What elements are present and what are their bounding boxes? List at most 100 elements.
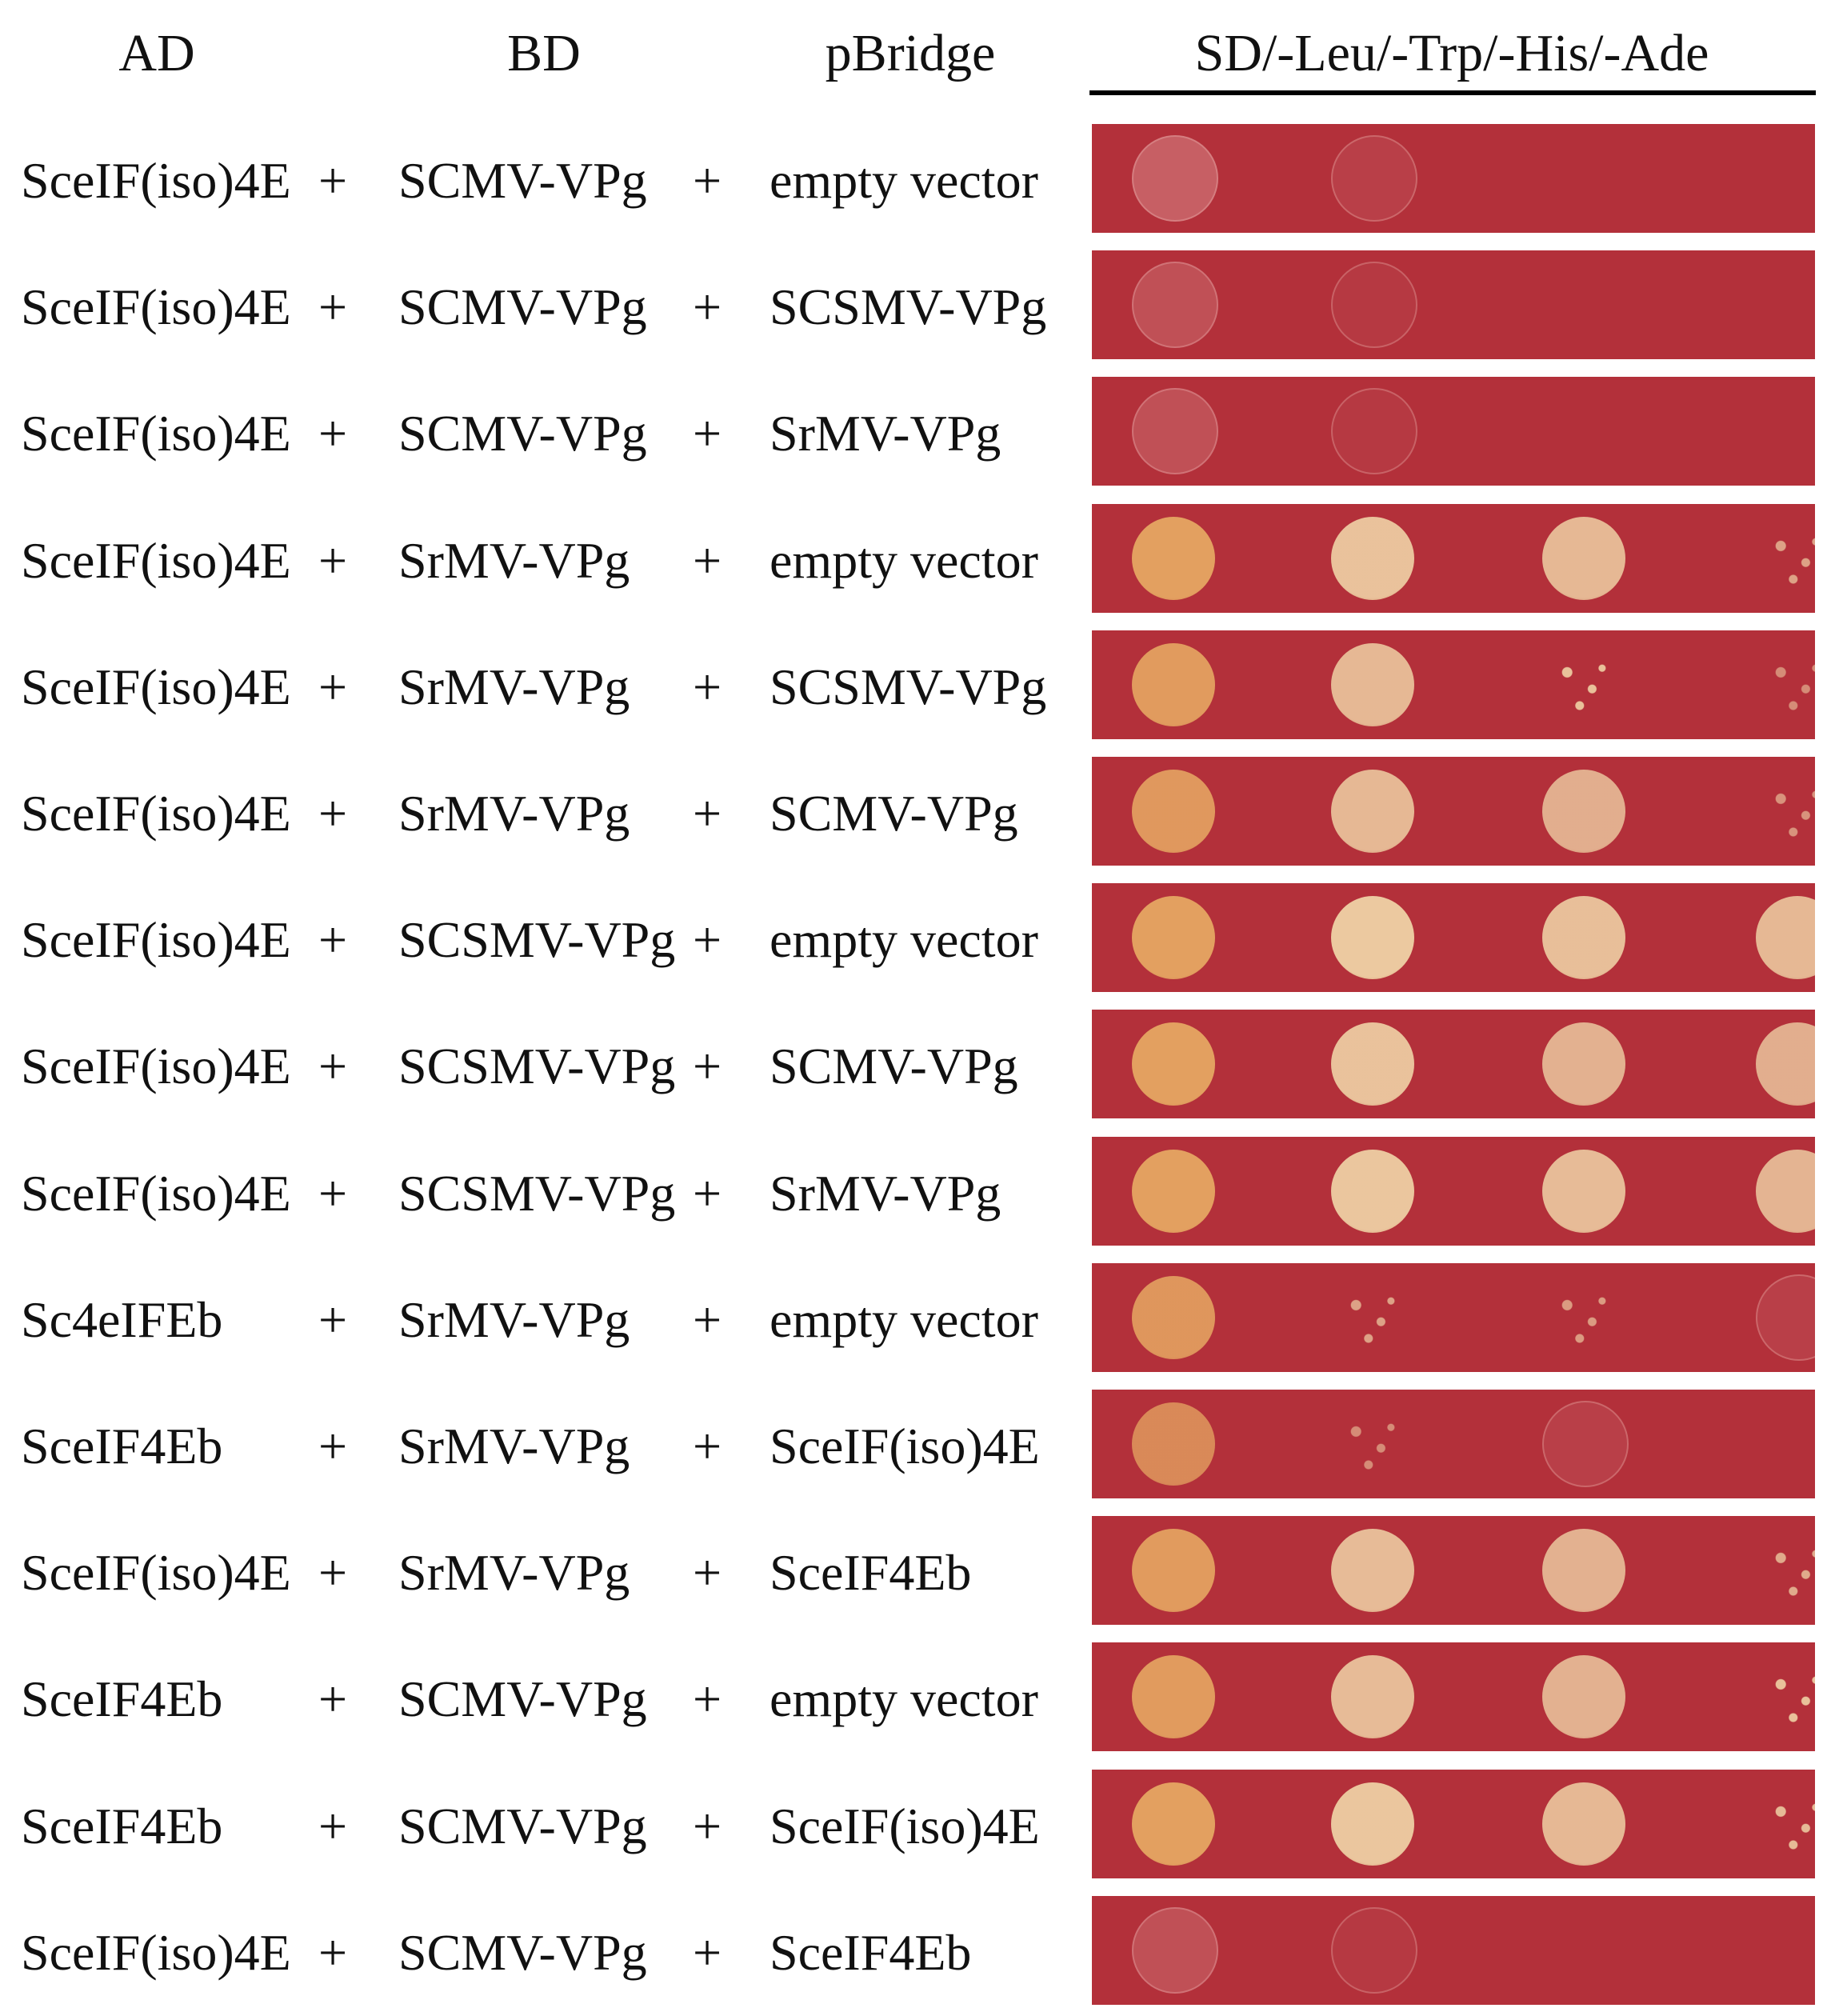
ad-construct: SceIF4Eb [21, 1797, 223, 1854]
row-13: SceIF4Eb + SCMV-VPg + empty vector [0, 1636, 1827, 1762]
colony-spot [1756, 137, 1815, 220]
pbridge-construct: SceIF(iso)4E [770, 1418, 1040, 1474]
bd-construct: SCSMV-VPg [398, 1164, 676, 1222]
colony-spot [1331, 896, 1414, 980]
ad-construct: SceIF(iso)4E [21, 405, 291, 462]
row-1: SceIF(iso)4E + SCMV-VPg + empty vector [0, 118, 1827, 244]
pbridge-construct: SCSMV-VPg [770, 658, 1047, 715]
header-medium-text: SD/-Leu/-Trp/-His/-Ade [1194, 24, 1709, 82]
bd-construct: SrMV-VPg [398, 1544, 630, 1602]
bd-construct: SCSMV-VPg [398, 1038, 676, 1095]
colony-spot [1331, 262, 1417, 349]
bd-construct: SCMV-VPg [398, 1670, 647, 1728]
plate-strip [1092, 1516, 1815, 1626]
colony-spot [1542, 516, 1625, 600]
ad-construct: SceIF(iso)4E [21, 1038, 291, 1095]
colony-spot [1756, 642, 1815, 726]
colony-spot [1756, 1402, 1815, 1486]
plate-strip [1092, 1895, 1815, 2005]
ad-construct: SceIF4Eb [21, 1670, 223, 1728]
ad-construct: SceIF4Eb [21, 1418, 223, 1474]
plate-strip [1092, 250, 1815, 360]
colony-spot [1542, 263, 1625, 346]
header-underline [1089, 90, 1816, 95]
row-5: SceIF(iso)4E + SrMV-VPg + SCSMV-VPg [0, 624, 1827, 750]
colony-spot [1542, 770, 1625, 853]
colony-spot [1132, 1275, 1215, 1359]
colony-spot [1132, 1529, 1215, 1613]
header-ad-text: AD [118, 24, 195, 82]
colony-spot [1542, 1401, 1629, 1487]
colony-spot [1756, 896, 1815, 980]
ad-construct: SceIF(iso)4E [21, 785, 291, 842]
bd-construct: SrMV-VPg [398, 531, 630, 589]
plus-sign: + [693, 1544, 722, 1602]
colony-spot [1132, 262, 1218, 349]
colony-spot [1331, 1655, 1414, 1739]
ad-construct: SceIF(iso)4E [21, 658, 291, 715]
plate-strip [1092, 1136, 1815, 1246]
bd-construct: SCMV-VPg [398, 1797, 647, 1854]
header-bd-text: BD [507, 24, 581, 82]
pbridge-construct: SceIF4Eb [770, 1544, 972, 1602]
colony-spot [1542, 1782, 1625, 1866]
plus-sign: + [693, 531, 722, 589]
ad-construct: SceIF(iso)4E [21, 911, 291, 969]
pbridge-construct: SceIF4Eb [770, 1923, 972, 1981]
plus-sign: + [693, 152, 722, 209]
bd-construct: SrMV-VPg [398, 1418, 630, 1474]
row-12: SceIF(iso)4E + SrMV-VPg + SceIF4Eb [0, 1510, 1827, 1636]
plus-sign: + [693, 278, 722, 336]
plate-strip [1092, 377, 1815, 486]
colony-spot [1132, 1402, 1215, 1486]
colony-spot [1542, 1275, 1625, 1359]
row-14: SceIF4Eb + SCMV-VPg + SceIF(iso)4E [0, 1763, 1827, 1890]
colony-spot [1542, 1149, 1625, 1233]
colony-spot [1132, 388, 1218, 475]
pbridge-construct: SCSMV-VPg [770, 278, 1047, 336]
ad-construct: SceIF(iso)4E [21, 278, 291, 336]
row-7: SceIF(iso)4E + SCSMV-VPg + empty vector [0, 877, 1827, 1003]
row-6: SceIF(iso)4E + SrMV-VPg + SCMV-VPg [0, 750, 1827, 877]
plus-sign: + [318, 531, 348, 589]
colony-spot [1542, 642, 1625, 726]
pbridge-construct: SrMV-VPg [770, 405, 1001, 462]
colony-spot [1132, 1149, 1215, 1233]
ad-construct: SceIF(iso)4E [21, 152, 291, 209]
colony-spot [1756, 1149, 1815, 1233]
ad-construct: SceIF(iso)4E [21, 531, 291, 589]
plus-sign: + [318, 911, 348, 969]
bd-construct: SCMV-VPg [398, 1923, 647, 1981]
header-bd: BD [507, 18, 618, 90]
colony-spot [1331, 1149, 1414, 1233]
bd-construct: SCMV-VPg [398, 405, 647, 462]
plus-sign: + [318, 785, 348, 842]
colony-spot [1331, 135, 1417, 222]
colony-spot [1132, 1022, 1215, 1106]
pbridge-construct: SrMV-VPg [770, 1164, 1001, 1222]
colony-spot [1756, 1782, 1815, 1866]
plus-sign: + [318, 1923, 348, 1981]
plate-strip [1092, 124, 1815, 233]
plate-strip [1092, 503, 1815, 613]
colony-spot [1756, 1022, 1815, 1106]
row-8: SceIF(iso)4E + SCSMV-VPg + SCMV-VPg [0, 1003, 1827, 1130]
colony-spot [1132, 642, 1215, 726]
colony-spot [1331, 642, 1414, 726]
ad-construct: SceIF(iso)4E [21, 1923, 291, 1981]
row-11: SceIF4Eb + SrMV-VPg + SceIF(iso)4E [0, 1383, 1827, 1510]
header-pbridge-text: pBridge [825, 24, 996, 82]
bd-construct: SrMV-VPg [398, 785, 630, 842]
plus-sign: + [693, 1038, 722, 1095]
header-medium: SD/-Leu/-Trp/-His/-Ade [1195, 18, 1827, 90]
bd-construct: SCMV-VPg [398, 152, 647, 209]
plus-sign: + [318, 405, 348, 462]
plus-sign: + [693, 1923, 722, 1981]
pbridge-construct: SceIF(iso)4E [770, 1797, 1040, 1854]
colony-spot [1132, 1655, 1215, 1739]
plus-sign: + [693, 911, 722, 969]
plus-sign: + [318, 1290, 348, 1348]
bd-construct: SrMV-VPg [398, 658, 630, 715]
colony-spot [1756, 1529, 1815, 1613]
